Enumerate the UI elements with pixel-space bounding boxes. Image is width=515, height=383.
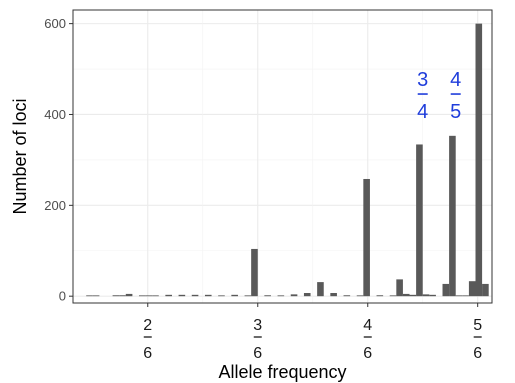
bar: [86, 295, 93, 297]
bar: [442, 283, 450, 297]
bar: [303, 293, 311, 297]
bar: [125, 293, 133, 297]
bar: [343, 295, 351, 297]
bar: [468, 281, 476, 297]
y-axis-title: Number of loci: [10, 98, 30, 214]
annotation-denominator: 5: [450, 101, 461, 123]
x-tick-numerator: 4: [363, 317, 372, 334]
bar: [422, 294, 430, 297]
bar: [152, 295, 159, 297]
bar: [218, 295, 225, 297]
y-tick-label: 0: [59, 289, 66, 304]
bar: [145, 295, 153, 297]
y-tick-label: 600: [44, 16, 66, 31]
bar: [290, 294, 298, 297]
y-axis: 0 200 400 600: [44, 16, 73, 304]
bar: [191, 294, 199, 297]
bar: [363, 178, 370, 297]
bar: [92, 295, 100, 297]
x-tick-numerator: 2: [143, 317, 152, 334]
bar: [409, 294, 417, 297]
y-tick-label: 200: [44, 198, 66, 213]
x-axis-title: Allele frequency: [218, 362, 346, 382]
x-axis: 2 6 3 6 4 6 5 6: [143, 303, 482, 362]
y-tick-label: 400: [44, 107, 66, 122]
bar: [251, 248, 258, 297]
bar: [112, 295, 120, 297]
annotation-numerator: 4: [450, 69, 461, 91]
x-tick-numerator: 5: [473, 317, 482, 334]
bar: [449, 135, 456, 297]
bar: [416, 144, 423, 297]
bar: [264, 295, 271, 297]
bar: [376, 295, 384, 297]
bar: [356, 295, 364, 297]
bar: [482, 283, 489, 297]
bar: [317, 282, 324, 297]
bar: [462, 295, 469, 297]
bar: [330, 293, 337, 297]
bar: [277, 295, 285, 297]
plot-border: [72, 9, 493, 304]
bar: [455, 295, 463, 297]
bar: [402, 293, 410, 297]
bar: [204, 294, 212, 297]
bar: [244, 295, 252, 297]
x-tick-numerator: 3: [253, 317, 262, 334]
bar: [165, 294, 172, 297]
x-tick-denominator: 6: [143, 345, 152, 362]
x-tick-denominator: 6: [363, 345, 372, 362]
bar: [475, 23, 483, 297]
bar: [119, 295, 126, 297]
bar: [396, 279, 403, 297]
annotation-denominator: 4: [417, 101, 428, 123]
bar: [389, 295, 397, 297]
bar: [231, 294, 238, 297]
x-tick-denominator: 6: [253, 345, 262, 362]
bar: [138, 295, 146, 297]
bar: [178, 294, 186, 297]
plot-panel: [73, 10, 492, 303]
bars: [86, 23, 489, 297]
bar: [429, 294, 436, 297]
annotation-numerator: 3: [417, 69, 428, 91]
x-tick-denominator: 6: [473, 345, 482, 362]
